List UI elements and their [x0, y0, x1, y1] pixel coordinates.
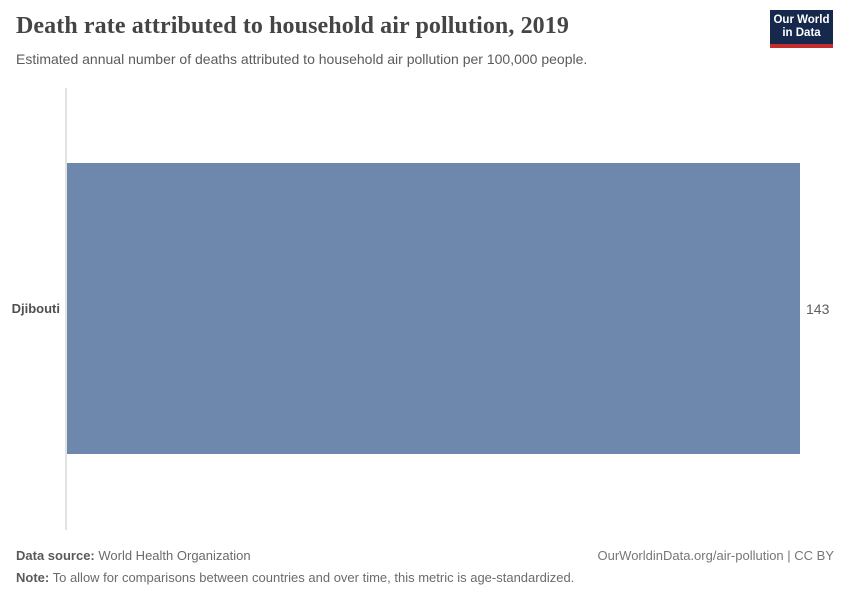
- note-line: Note: To allow for comparisons between c…: [16, 570, 834, 585]
- y-axis-line: [65, 88, 67, 530]
- bar-djibouti[interactable]: [67, 163, 800, 454]
- bar-track: [67, 163, 800, 454]
- data-source-label: Data source:: [16, 548, 95, 563]
- footer-link[interactable]: OurWorldinData.org/air-pollution | CC BY: [597, 548, 834, 563]
- note-label: Note:: [16, 570, 50, 585]
- owid-logo-line1: Our World: [773, 13, 830, 26]
- data-source-value: World Health Organization: [94, 548, 251, 563]
- note-value: To allow for comparisons between countri…: [49, 570, 575, 585]
- page-title: Death rate attributed to household air p…: [16, 13, 569, 39]
- owid-logo-line2: in Data: [782, 27, 821, 39]
- chart-footer: Data source: World Health Organization O…: [16, 548, 834, 585]
- bar-label-djibouti: Djibouti: [11, 301, 60, 316]
- owid-logo[interactable]: Our World in Data: [770, 10, 833, 48]
- chart-subtitle: Estimated annual number of deaths attrib…: [16, 51, 588, 67]
- bar-value-label: 143: [806, 301, 830, 317]
- data-source-line: Data source: World Health Organization: [16, 548, 251, 563]
